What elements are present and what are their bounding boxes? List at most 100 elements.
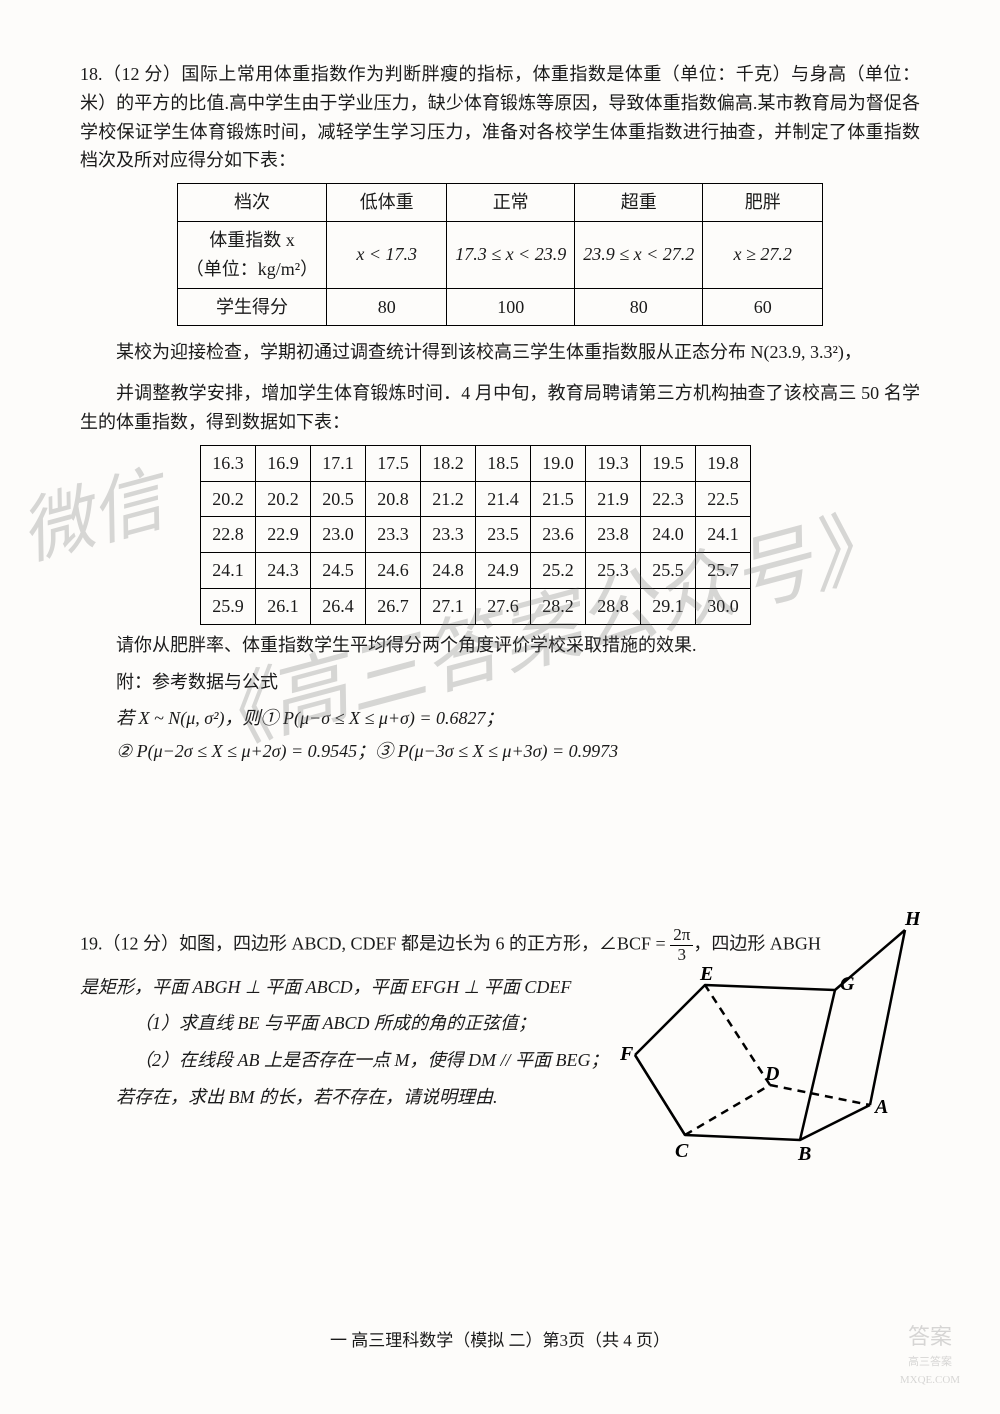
q18-mid2: 并调整教学安排，增加学生体育锻炼时间．4 月中旬，教育局聘请第三方机构抽查了该校… (80, 379, 920, 437)
label-g: G (840, 973, 855, 995)
t1-r1-c3: 23.9 ≤ x < 27.2 (575, 221, 703, 288)
t2-cell: 22.5 (696, 481, 751, 517)
corner-stamp: 答案 高三答案 MXQE.COM (885, 1319, 975, 1389)
t2-cell: 19.0 (531, 445, 586, 481)
t2-cell: 28.8 (586, 588, 641, 624)
t2-cell: 21.4 (476, 481, 531, 517)
edge-da (770, 1085, 870, 1105)
label-h: H (904, 908, 920, 930)
t2-cell: 19.3 (586, 445, 641, 481)
t2-cell: 17.1 (311, 445, 366, 481)
t2-cell: 21.2 (421, 481, 476, 517)
t2-cell: 19.5 (641, 445, 696, 481)
q18-f1: 若 X ~ N(μ, σ²)，则① P(μ−σ ≤ X ≤ μ+σ) = 0.6… (80, 704, 920, 733)
t2-cell: 20.2 (201, 481, 256, 517)
label-c: C (675, 1140, 689, 1162)
t2-cell: 24.3 (256, 553, 311, 589)
t2-cell: 20.5 (311, 481, 366, 517)
t1-h1: 低体重 (327, 184, 447, 222)
q18-ask: 请你从肥胖率、体重指数学生平均得分两个角度评价学校采取措施的效果. (80, 631, 920, 660)
t2-cell: 26.7 (366, 588, 421, 624)
t2-cell: 20.2 (256, 481, 311, 517)
t2-cell: 24.6 (366, 553, 421, 589)
q18-table2: 16.316.917.117.518.218.519.019.319.519.8… (200, 445, 751, 625)
t2-cell: 24.9 (476, 553, 531, 589)
t2-cell: 23.0 (311, 517, 366, 553)
t1-r2-c1: 80 (327, 288, 447, 326)
t2-cell: 27.1 (421, 588, 476, 624)
t2-cell: 30.0 (696, 588, 751, 624)
page-footer: 一 高三理科数学（模拟 二）第3页（共 4 页） (0, 1327, 1000, 1354)
t2-row: 24.124.324.524.624.824.925.225.325.525.7 (201, 553, 751, 589)
t2-cell: 25.9 (201, 588, 256, 624)
q18-ref-label: 附：参考数据与公式 (80, 668, 920, 697)
edge-fcba (635, 1055, 870, 1140)
t2-cell: 27.6 (476, 588, 531, 624)
t2-row: 20.220.220.520.821.221.421.521.922.322.5 (201, 481, 751, 517)
t1-h0: 档次 (177, 184, 326, 222)
t2-cell: 21.9 (586, 481, 641, 517)
q19-figure: A B C D E F G H (620, 885, 920, 1175)
label-a: A (873, 1096, 888, 1118)
edge-de (705, 985, 770, 1085)
t2-cell: 26.4 (311, 588, 366, 624)
edge-cf (635, 1055, 685, 1135)
label-b: B (797, 1143, 811, 1165)
t2-cell: 16.9 (256, 445, 311, 481)
t1-r2-c4: 60 (703, 288, 823, 326)
t1-r1-c2: 17.3 ≤ x < 23.9 (447, 221, 575, 288)
t2-cell: 22.8 (201, 517, 256, 553)
t2-cell: 29.1 (641, 588, 696, 624)
t2-cell: 18.2 (421, 445, 476, 481)
edge-cd (685, 1085, 770, 1135)
watermark-1: 微信 (8, 443, 177, 592)
t2-row: 22.822.923.023.323.323.523.623.824.024.1 (201, 517, 751, 553)
label-f: F (620, 1043, 634, 1065)
t2-cell: 23.6 (531, 517, 586, 553)
t1-row1: 体重指数 x （单位：kg/m²） x < 17.3 17.3 ≤ x < 23… (177, 221, 822, 288)
t1-r2-c2: 100 (447, 288, 575, 326)
t2-cell: 20.8 (366, 481, 421, 517)
t1-h2: 正常 (447, 184, 575, 222)
t2-cell: 24.1 (201, 553, 256, 589)
t1-r1-c1: x < 17.3 (327, 221, 447, 288)
t1-row2: 学生得分 80 100 80 60 (177, 288, 822, 326)
t2-cell: 22.9 (256, 517, 311, 553)
t2-row: 25.926.126.426.727.127.628.228.829.130.0 (201, 588, 751, 624)
t2-cell: 28.2 (531, 588, 586, 624)
t2-cell: 23.3 (421, 517, 476, 553)
t1-header-row: 档次 低体重 正常 超重 肥胖 (177, 184, 822, 222)
label-e: E (699, 963, 713, 985)
q18-table1: 档次 低体重 正常 超重 肥胖 体重指数 x （单位：kg/m²） x < 17… (177, 183, 823, 326)
t1-r1-c4: x ≥ 27.2 (703, 221, 823, 288)
t2-cell: 24.1 (696, 517, 751, 553)
q18-f2: ② P(μ−2σ ≤ X ≤ μ+2σ) = 0.9545；③ P(μ−3σ ≤… (80, 737, 920, 766)
t2-cell: 23.5 (476, 517, 531, 553)
t2-cell: 24.5 (311, 553, 366, 589)
t1-r1-label: 体重指数 x （单位：kg/m²） (177, 221, 326, 288)
t2-cell: 25.5 (641, 553, 696, 589)
t2-cell: 25.7 (696, 553, 751, 589)
t2-cell: 19.8 (696, 445, 751, 481)
t2-cell: 24.8 (421, 553, 476, 589)
t2-cell: 18.5 (476, 445, 531, 481)
edge-fegh (635, 930, 905, 1055)
t2-cell: 25.3 (586, 553, 641, 589)
t1-h3: 超重 (575, 184, 703, 222)
t1-h4: 肥胖 (703, 184, 823, 222)
t2-cell: 16.3 (201, 445, 256, 481)
t1-r2-label: 学生得分 (177, 288, 326, 326)
t2-row: 16.316.917.117.518.218.519.019.319.519.8 (201, 445, 751, 481)
t2-cell: 21.5 (531, 481, 586, 517)
t2-cell: 24.0 (641, 517, 696, 553)
q19-intro-a: 19.（12 分）如图，四边形 ABCD, CDEF 都是边长为 6 的正方形，… (80, 933, 670, 953)
edge-ga2 (835, 990, 870, 1105)
t2-cell: 23.3 (366, 517, 421, 553)
q18-intro: 18.（12 分）国际上常用体重指数作为判断胖瘦的指标，体重指数是体重（单位：千… (80, 60, 920, 175)
t2-cell: 25.2 (531, 553, 586, 589)
t2-cell: 23.8 (586, 517, 641, 553)
t1-r2-c3: 80 (575, 288, 703, 326)
q18-mid1: 某校为迎接检查，学期初通过调查统计得到该校高三学生体重指数服从正态分布 N(23… (80, 338, 920, 367)
label-d: D (764, 1063, 779, 1085)
edge-bg (800, 990, 835, 1140)
